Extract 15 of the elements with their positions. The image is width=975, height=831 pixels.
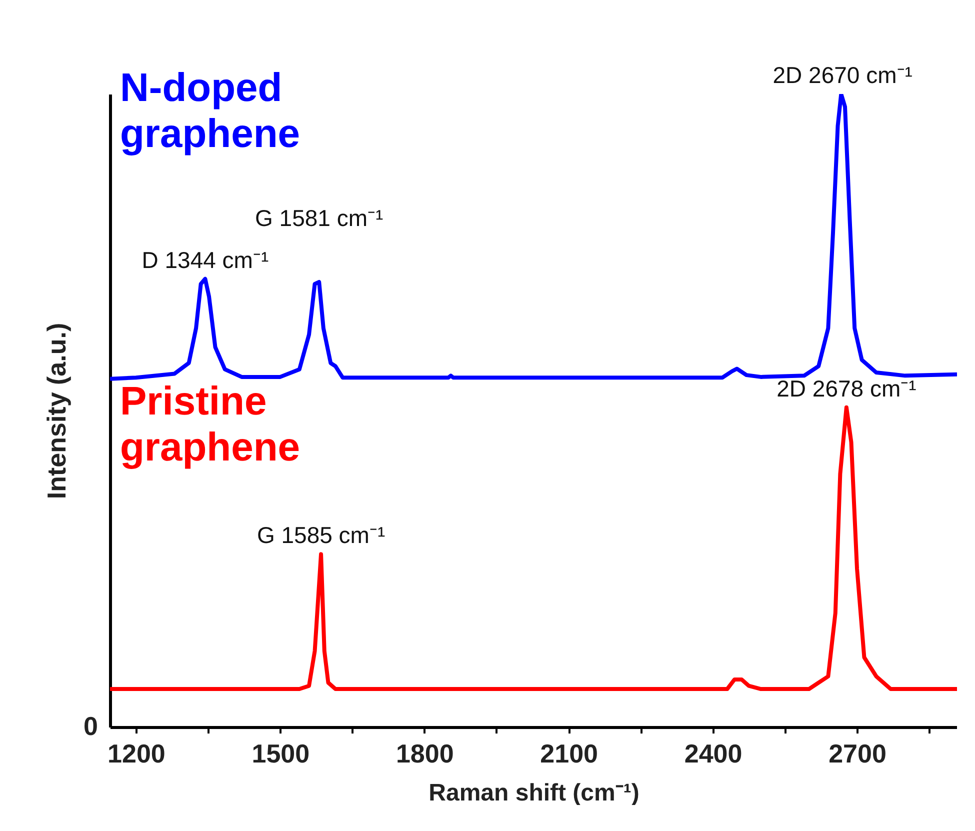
annotation: D 1344 cm⁻¹ <box>142 246 269 273</box>
text: N-doped graphene <box>120 66 300 156</box>
text: 0 <box>84 711 98 741</box>
annotation: 2D 2678 cm⁻¹ <box>776 375 917 402</box>
annotation: G 1585 cm⁻¹ <box>256 522 386 548</box>
annotation: 2D 2670 cm⁻¹ <box>772 62 913 88</box>
x-tick-label: 1500 <box>252 738 310 768</box>
x-tick-label: 2700 <box>828 738 886 768</box>
annotation: G 1581 cm⁻¹ <box>255 204 384 231</box>
x-tick-label: 1200 <box>108 738 166 768</box>
x-tick-label: 2400 <box>684 738 742 768</box>
text: Pristine graphene <box>120 379 300 470</box>
y-axis-title: Intensity (a.u.) <box>42 322 72 500</box>
x-tick-label: 1800 <box>396 738 454 768</box>
x-tick-label: 2100 <box>540 738 598 768</box>
